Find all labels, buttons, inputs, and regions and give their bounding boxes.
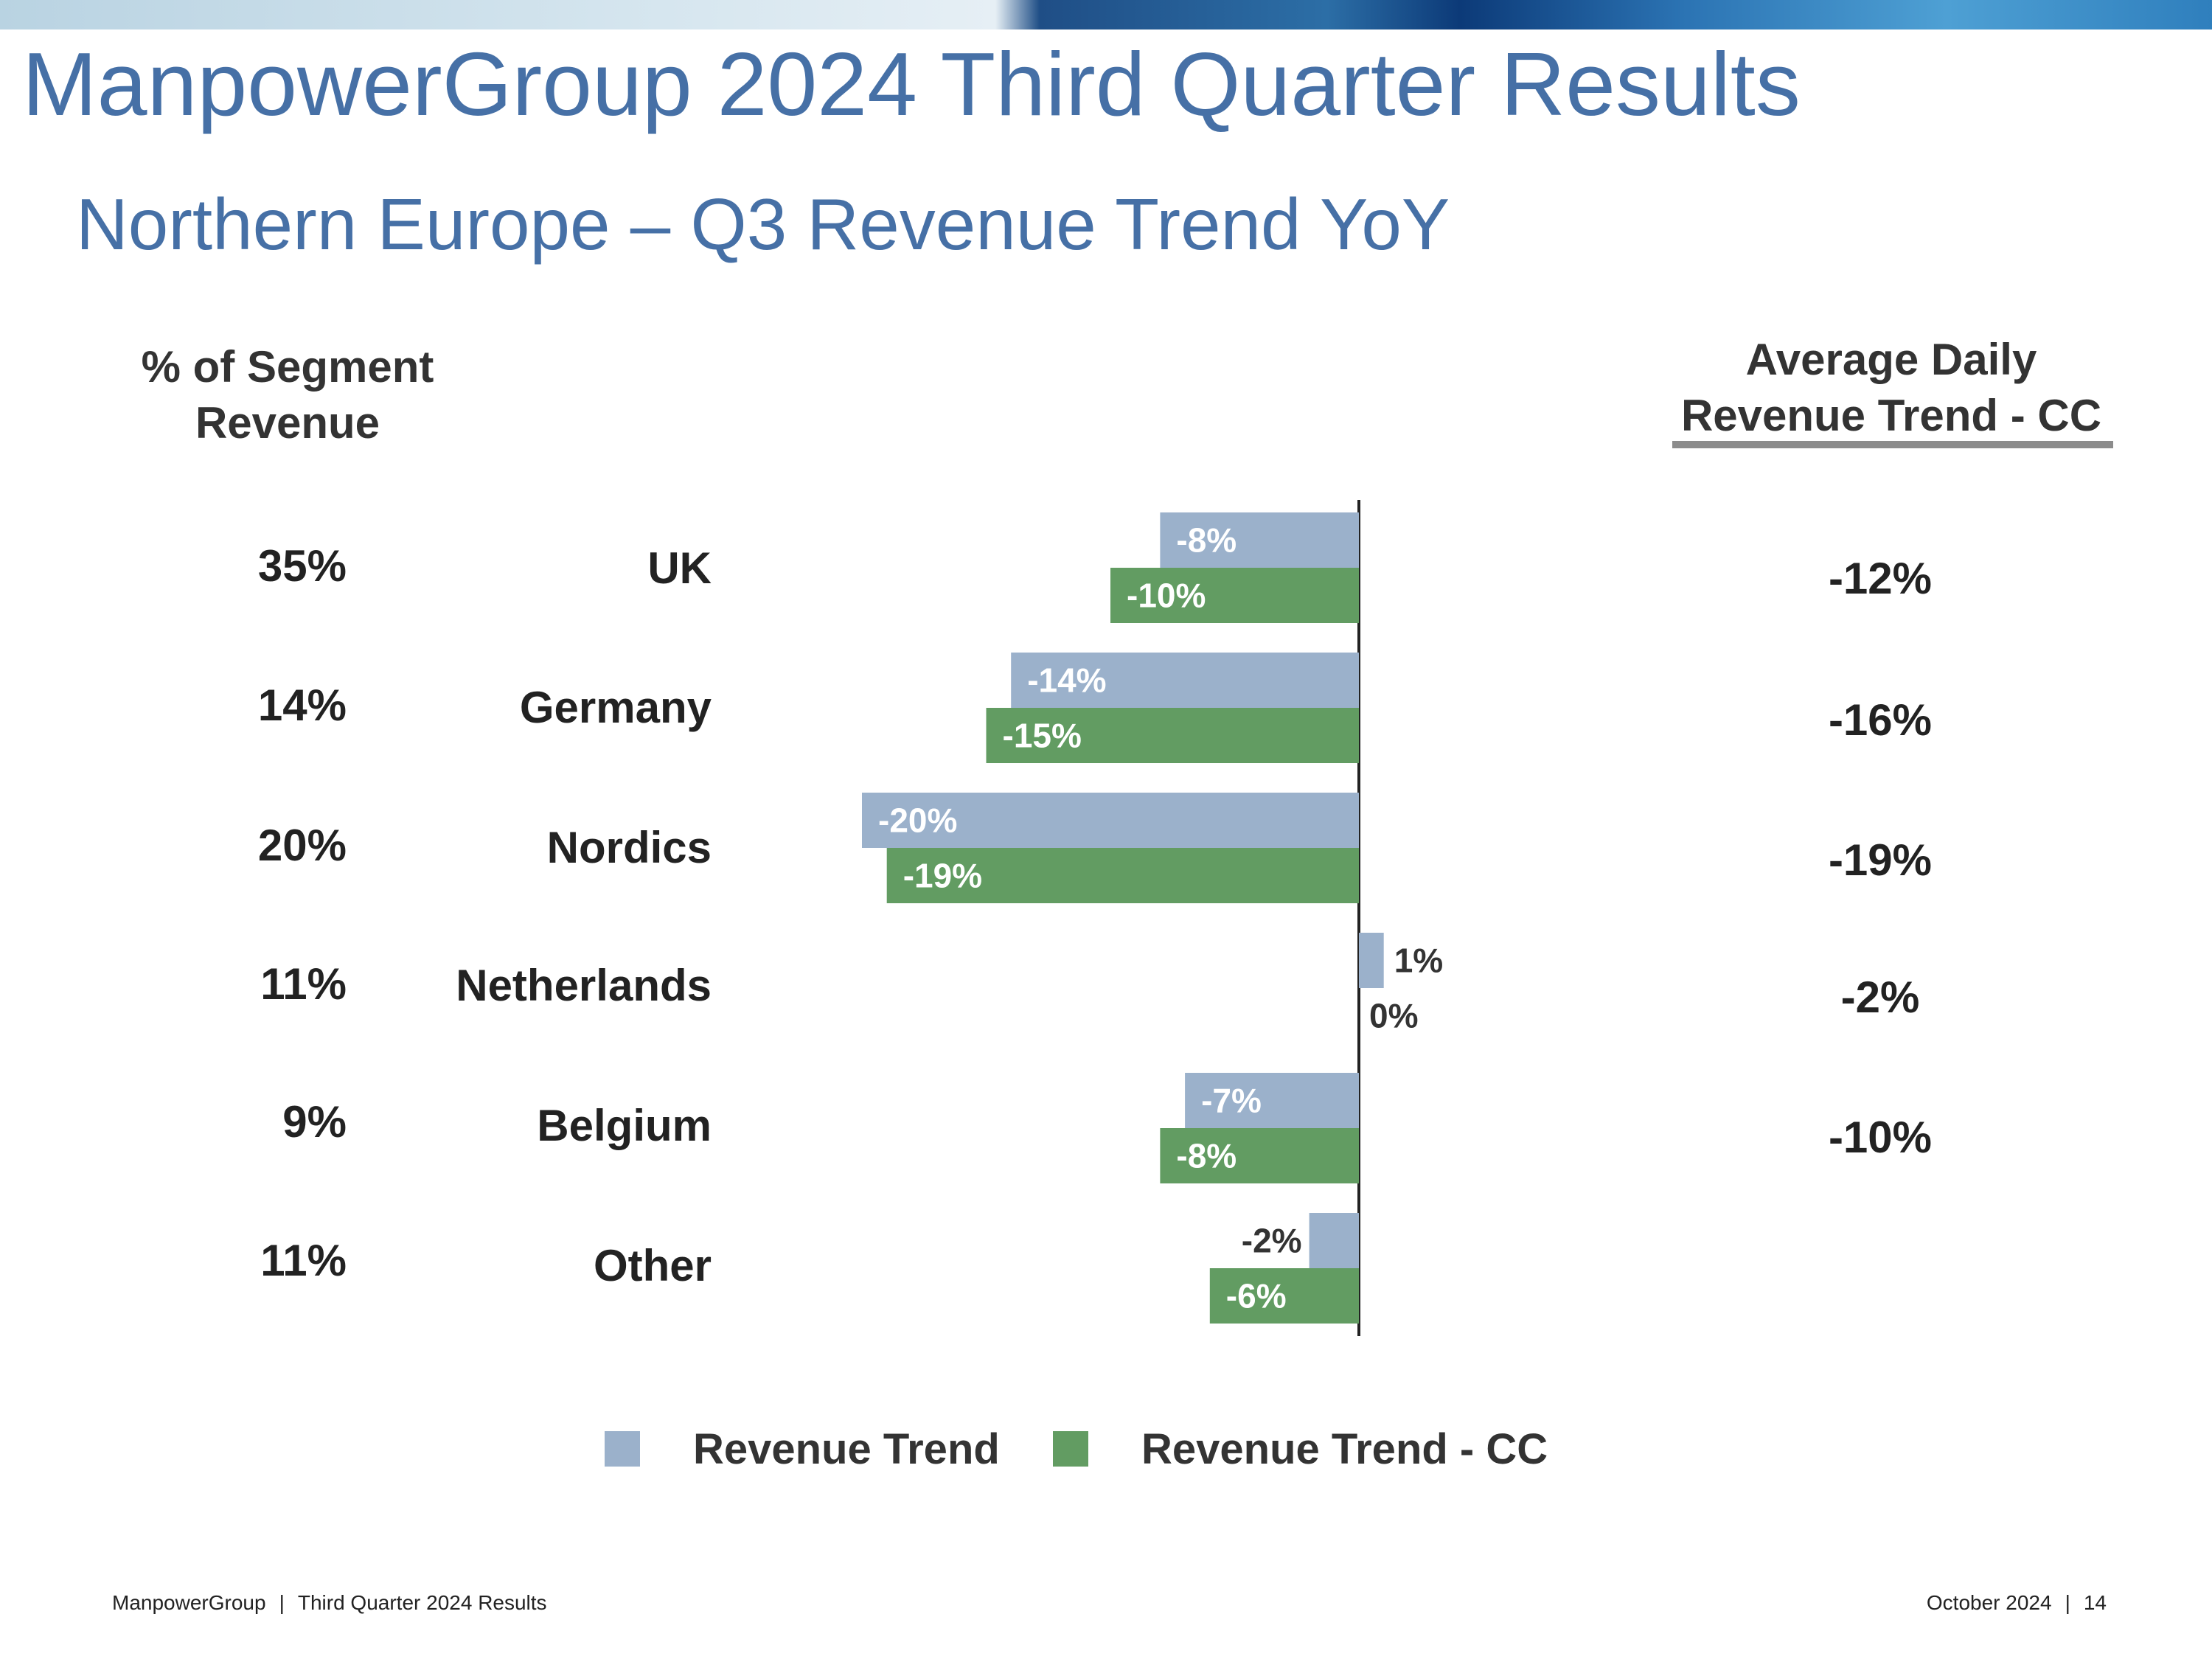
legend-swatch-revenue-trend-cc: [1053, 1431, 1088, 1467]
data-label-germany-revenue-trend: -14%: [1027, 661, 1106, 700]
bar-belgium-revenue-trend: [1185, 1073, 1359, 1128]
data-label-nordics-revenue-trend-cc: -19%: [903, 857, 982, 895]
footer-date: October 2024: [1926, 1591, 2052, 1614]
adr-cc-netherlands: -2%: [1840, 973, 1920, 1022]
data-label-belgium-revenue-trend: -7%: [1201, 1082, 1262, 1120]
segment-revenue-header: % of Segment Revenue: [141, 342, 434, 448]
adr-cc-uk: -12%: [1828, 554, 1933, 603]
segment-pct-belgium: 9%: [282, 1097, 347, 1147]
adr-cc-germany: -16%: [1828, 695, 1933, 745]
footer-left: ManpowerGroup | Third Quarter 2024 Results: [112, 1591, 547, 1615]
bar-germany-revenue-trend: [1011, 653, 1359, 708]
header-underline: [1672, 441, 2113, 448]
segment-pct-netherlands: 11%: [260, 959, 347, 1009]
slide-subtitle: Northern Europe – Q3 Revenue Trend YoY: [76, 184, 1450, 265]
data-label-uk-revenue-trend-cc: -10%: [1127, 577, 1206, 615]
bar-belgium-revenue-trend-cc: [1160, 1128, 1359, 1183]
bar-uk-revenue-trend: [1160, 512, 1359, 568]
bar-nordics-revenue-trend: [862, 793, 1359, 848]
avg-daily-header-line2: Revenue Trend - CC: [1680, 391, 2102, 440]
footer-company: ManpowerGroup: [112, 1591, 266, 1614]
data-label-netherlands-revenue-trend: 1%: [1394, 942, 1443, 980]
data-label-other-revenue-trend: -2%: [1242, 1222, 1302, 1260]
avg-daily-header-line1: Average Daily: [1745, 335, 2037, 384]
slide-title: ManpowerGroup 2024 Third Quarter Results: [22, 34, 1801, 134]
country-label-germany: Germany: [519, 683, 712, 732]
segment-pct-other: 11%: [260, 1236, 347, 1285]
data-label-other-revenue-trend-cc: -6%: [1226, 1277, 1287, 1315]
adr-cc-belgium: -10%: [1828, 1113, 1933, 1162]
segment-pct-germany: 14%: [257, 681, 347, 730]
header-banner: [0, 0, 2212, 29]
legend-label-revenue-trend-cc: Revenue Trend - CC: [1141, 1425, 1548, 1473]
country-label-belgium: Belgium: [537, 1101, 712, 1150]
bar-netherlands-revenue-trend: [1359, 933, 1384, 988]
adr-cc-nordics: -19%: [1828, 835, 1933, 885]
footer-right: October 2024 | 14: [1927, 1591, 2107, 1615]
footer-report: Third Quarter 2024 Results: [297, 1591, 547, 1614]
country-label-netherlands: Netherlands: [456, 961, 712, 1010]
bar-other-revenue-trend-cc: [1209, 1268, 1359, 1324]
footer-page-number: 14: [2083, 1591, 2107, 1614]
bar-germany-revenue-trend-cc: [986, 708, 1359, 763]
data-label-uk-revenue-trend: -8%: [1176, 521, 1237, 560]
data-label-germany-revenue-trend-cc: -15%: [1003, 717, 1082, 755]
data-label-netherlands-revenue-trend-cc: 0%: [1369, 997, 1418, 1035]
segment-pct-uk: 35%: [257, 541, 347, 591]
legend-item-revenue-trend: Revenue Trend: [605, 1419, 1000, 1478]
legend-label-revenue-trend: Revenue Trend: [693, 1425, 1000, 1473]
legend-item-revenue-trend-cc: Revenue Trend - CC: [1053, 1419, 1548, 1478]
bar-nordics-revenue-trend-cc: [886, 848, 1359, 903]
data-label-nordics-revenue-trend: -20%: [878, 801, 957, 840]
bar-uk-revenue-trend-cc: [1110, 568, 1359, 623]
country-label-other: Other: [593, 1241, 712, 1290]
bar-other-revenue-trend: [1309, 1213, 1359, 1268]
data-label-belgium-revenue-trend-cc: -8%: [1176, 1137, 1237, 1175]
legend-swatch-revenue-trend: [605, 1431, 640, 1467]
footer-separator-right: |: [2065, 1591, 2070, 1614]
country-label-nordics: Nordics: [546, 823, 712, 872]
country-label-uk: UK: [647, 543, 712, 593]
avg-daily-revenue-header: Average Daily Revenue Trend - CC: [1652, 332, 2131, 444]
segment-pct-nordics: 20%: [257, 821, 347, 870]
footer-separator: |: [279, 1591, 285, 1614]
